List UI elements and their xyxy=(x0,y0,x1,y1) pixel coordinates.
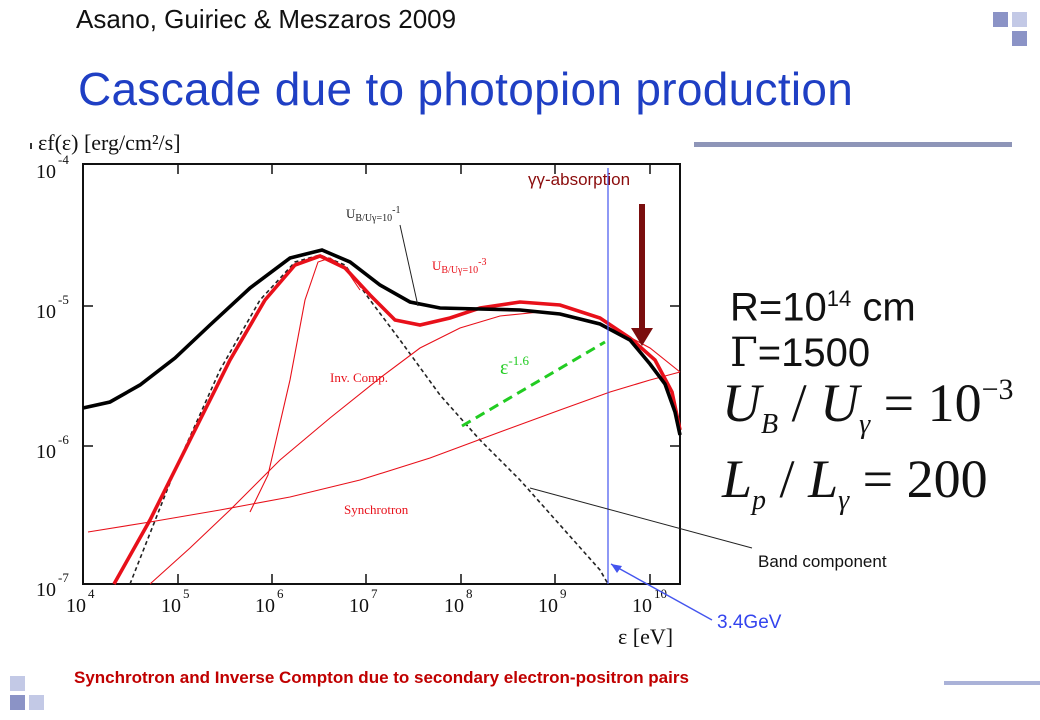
lorentz-param: Γ=1500 xyxy=(730,330,871,377)
y-tick-exp-1: -4 xyxy=(58,152,69,167)
y-tick-label-2: 10 xyxy=(36,301,56,323)
x-tick-label-1: 10 xyxy=(66,595,86,617)
label-inv-comp: Inv. Comp. xyxy=(330,370,388,385)
title-rule xyxy=(694,142,1012,147)
corner-square-tr-3 xyxy=(1012,31,1027,46)
x-tick-label-2: 10 xyxy=(161,595,181,617)
corner-square-bl-3 xyxy=(29,695,44,710)
slide-caption: Synchrotron and Inverse Compton due to s… xyxy=(74,668,689,687)
slide-title: Cascade due to photopion production xyxy=(78,63,854,115)
axis-ticks xyxy=(82,163,680,585)
equation-energy-ratio: UB / Uγ = 10−3 xyxy=(722,373,1014,440)
x-tick-label-7: 10 xyxy=(632,595,652,617)
x-tick-exp-4: 7 xyxy=(371,586,378,601)
label-slope: ε-1.6 xyxy=(500,353,529,379)
leader-band xyxy=(529,487,753,549)
y-tick-label-4: 10 xyxy=(36,579,56,601)
synchrotron-curve xyxy=(87,371,681,533)
slope-line xyxy=(461,340,606,428)
y-tick-exp-2: -5 xyxy=(58,292,69,307)
inverse-compton-curve xyxy=(149,311,681,585)
label-ub-3: UB/Uγ=10-3 xyxy=(432,257,486,276)
x-tick-label-3: 10 xyxy=(255,595,275,617)
x-tick-exp-6: 9 xyxy=(560,586,567,601)
y-tick-label-1: 10 xyxy=(36,161,56,183)
x-axis-label: ε [eV] xyxy=(618,624,673,649)
y-tick-exp-4: -7 xyxy=(58,570,69,585)
x-tick-exp-5: 8 xyxy=(466,586,473,601)
y-tick-label-3: 10 xyxy=(36,441,56,463)
x-tick-label-6: 10 xyxy=(538,595,558,617)
band-component-curve xyxy=(129,254,609,585)
y-axis-label: εf(ε) [erg/cm²/s] xyxy=(38,130,181,155)
plot-frame xyxy=(82,163,681,585)
total-black-curve xyxy=(82,248,682,436)
cutoff-energy-label: 3.4GeV xyxy=(717,612,782,633)
total-red-curve xyxy=(112,254,682,585)
corner-square-tr-2 xyxy=(1012,12,1027,27)
x-tick-label-5: 10 xyxy=(444,595,464,617)
parameters-block: R=1014 cm Γ=1500 xyxy=(730,276,916,376)
x-tick-exp-1: 4 xyxy=(88,586,95,601)
x-tick-label-4: 10 xyxy=(349,595,369,617)
x-tick-exp-2: 5 xyxy=(183,586,190,601)
corner-square-bl-1 xyxy=(10,676,25,691)
radius-param: R=1014 cm xyxy=(730,285,916,330)
y-tick-exp-3: -6 xyxy=(58,432,69,447)
gg-absorption-label: γγ-absorption xyxy=(528,170,631,189)
x-tick-exp-3: 6 xyxy=(277,586,284,601)
corner-square-bl-2 xyxy=(10,695,25,710)
equation-luminosity-ratio: Lp / Lγ = 200 xyxy=(722,449,988,516)
leader-gev-head xyxy=(611,564,622,573)
citation: Asano, Guiriec & Meszaros 2009 xyxy=(76,4,457,34)
leader-gev xyxy=(610,563,713,621)
corner-square-tr-1 xyxy=(993,12,1008,27)
band-component-label: Band component xyxy=(758,552,887,571)
leader-ub1 xyxy=(399,224,419,307)
bottom-rule xyxy=(944,681,1040,685)
stray-mark xyxy=(30,143,32,149)
label-synchrotron: Synchrotron xyxy=(344,502,409,517)
label-ub-1: UB/Uγ=10-1 xyxy=(346,205,400,224)
absorption-arrow-head xyxy=(631,328,653,346)
